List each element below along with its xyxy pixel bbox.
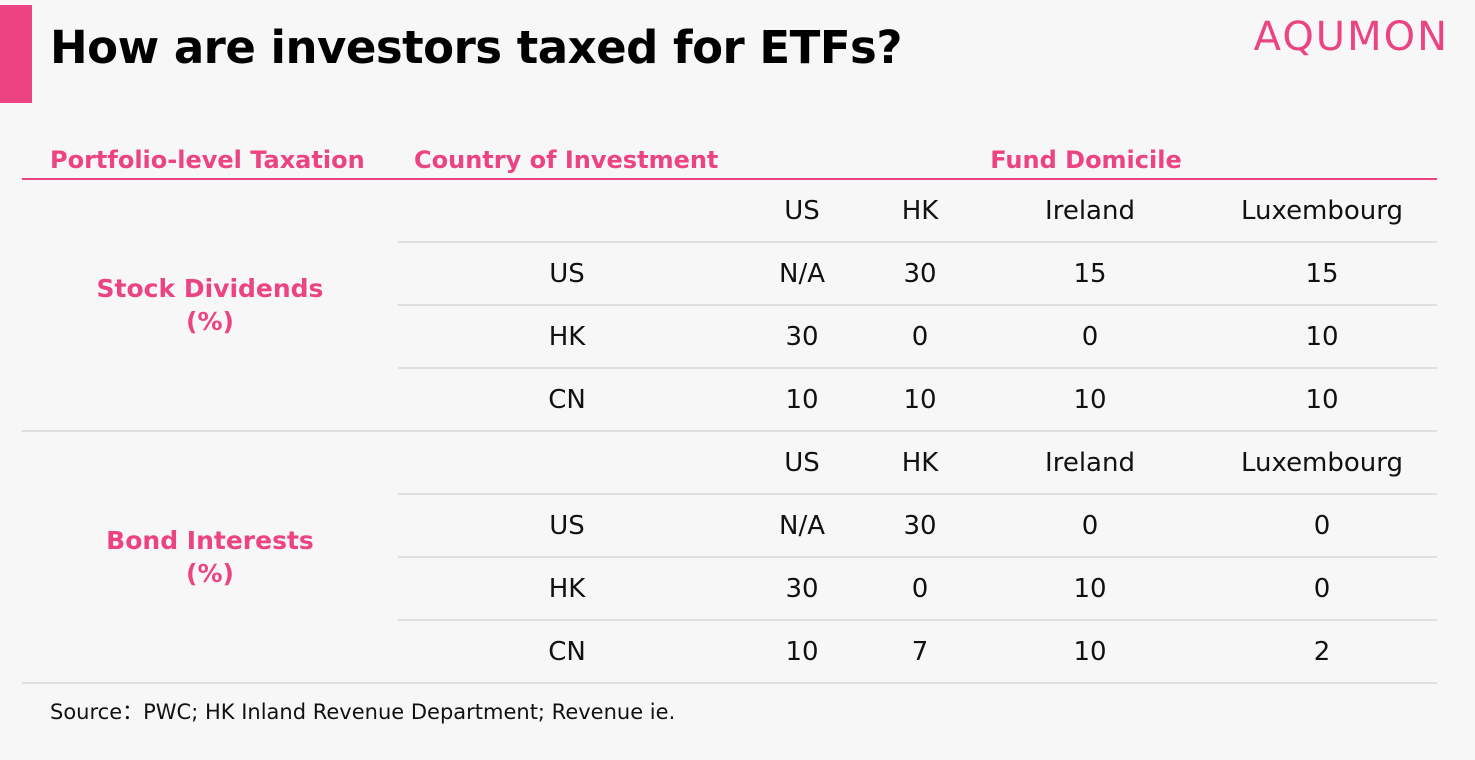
row-divider <box>398 556 1437 558</box>
page-title: How are investors taxed for ETFs? <box>50 21 902 74</box>
row-divider <box>398 367 1437 369</box>
row-divider <box>398 304 1437 306</box>
column-header-ireland: Ireland <box>1045 196 1135 226</box>
column-header-hk: HK <box>901 196 939 226</box>
value-cell-hk: 30 <box>903 511 937 541</box>
value-cell-hk: 10 <box>903 385 937 415</box>
section-divider <box>22 430 1437 432</box>
value-cell-hk: 0 <box>911 574 929 604</box>
value-cell-luxembourg: 0 <box>1313 574 1331 604</box>
column-header-us: US <box>784 448 820 478</box>
country-cell: HK <box>548 322 586 352</box>
table-row: US N/A 30 0 0 <box>0 495 1475 558</box>
country-cell: CN <box>548 385 586 415</box>
value-cell-ireland: 10 <box>1073 637 1107 667</box>
category-label-line1: Bond Interests <box>106 526 314 555</box>
source-note: Source：PWC; HK Inland Revenue Department… <box>50 700 676 724</box>
column-header-row: US HK Ireland Luxembourg <box>0 180 1475 243</box>
table-row: CN 10 10 10 10 <box>0 369 1475 432</box>
value-cell-hk: 0 <box>911 322 929 352</box>
column-header-row: US HK Ireland Luxembourg <box>0 432 1475 495</box>
table-row: HK 30 0 10 0 <box>0 558 1475 621</box>
table-row: HK 30 0 0 10 <box>0 306 1475 369</box>
value-cell-luxembourg: 15 <box>1305 259 1339 289</box>
row-divider <box>398 493 1437 495</box>
value-cell-luxembourg: 0 <box>1313 511 1331 541</box>
value-cell-ireland: 10 <box>1073 574 1107 604</box>
country-cell: CN <box>548 637 586 667</box>
value-cell-ireland: 0 <box>1081 322 1099 352</box>
value-cell-hk: 7 <box>911 637 929 667</box>
value-cell-hk: 30 <box>903 259 937 289</box>
header-fund-domicile: Fund Domicile <box>990 146 1182 174</box>
header-portfolio-level-taxation: Portfolio-level Taxation <box>50 146 365 174</box>
value-cell-ireland: 0 <box>1081 511 1099 541</box>
column-header-luxembourg: Luxembourg <box>1240 196 1404 226</box>
country-cell: HK <box>548 574 586 604</box>
value-cell-luxembourg: 10 <box>1305 385 1339 415</box>
column-header-us: US <box>784 196 820 226</box>
column-header-luxembourg: Luxembourg <box>1240 448 1404 478</box>
title-accent-bar <box>0 5 32 103</box>
row-divider <box>398 241 1437 243</box>
table-row: US N/A 30 15 15 <box>0 243 1475 306</box>
table-bottom-rule <box>22 682 1437 684</box>
country-cell: US <box>549 511 585 541</box>
category-label-line2: (%) <box>186 559 234 588</box>
table-row: CN 10 7 10 2 <box>0 621 1475 684</box>
value-cell-luxembourg: 10 <box>1305 322 1339 352</box>
row-divider <box>398 619 1437 621</box>
value-cell-us: 30 <box>785 574 819 604</box>
category-label-stock-dividends: Stock Dividends (%) <box>40 272 380 338</box>
category-label-line1: Stock Dividends <box>96 274 324 303</box>
value-cell-us: 10 <box>785 637 819 667</box>
category-label-line2: (%) <box>186 307 234 336</box>
header-divider <box>22 178 1437 180</box>
brand-logo: AQUMON <box>1253 14 1449 60</box>
country-cell: US <box>549 259 585 289</box>
value-cell-us: N/A <box>779 259 825 289</box>
value-cell-ireland: 10 <box>1073 385 1107 415</box>
value-cell-us: N/A <box>779 511 825 541</box>
value-cell-us: 30 <box>785 322 819 352</box>
column-header-ireland: Ireland <box>1045 448 1135 478</box>
value-cell-luxembourg: 2 <box>1313 637 1331 667</box>
value-cell-us: 10 <box>785 385 819 415</box>
column-header-hk: HK <box>901 448 939 478</box>
header-country-of-investment: Country of Investment <box>414 146 719 174</box>
category-label-bond-interests: Bond Interests (%) <box>40 524 380 590</box>
value-cell-ireland: 15 <box>1073 259 1107 289</box>
